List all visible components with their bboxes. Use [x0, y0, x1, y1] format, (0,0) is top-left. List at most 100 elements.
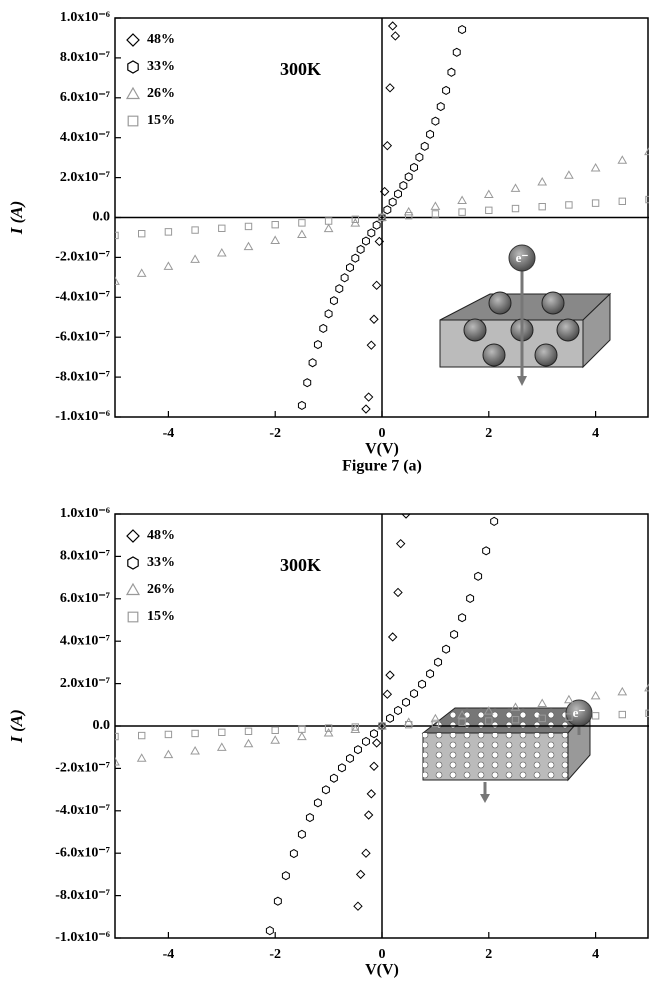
- data-point: [245, 728, 251, 734]
- x-tick-label: 4: [592, 426, 599, 441]
- data-point: [443, 645, 450, 653]
- data-point: [459, 209, 465, 215]
- data-point: [363, 737, 370, 745]
- annotation: 300K: [280, 555, 321, 575]
- y-tick-label: 0.0: [93, 718, 111, 733]
- data-point: [245, 740, 253, 747]
- data-point: [191, 255, 199, 262]
- data-point: [451, 630, 458, 638]
- data-point: [475, 572, 482, 580]
- data-point: [437, 103, 444, 111]
- data-point: [448, 68, 455, 76]
- data-point: [191, 747, 199, 754]
- data-point: [299, 726, 305, 732]
- data-point: [192, 227, 198, 233]
- data-point: [405, 173, 412, 181]
- data-point: [352, 254, 359, 262]
- legend-marker: [127, 530, 139, 542]
- data-point: [427, 130, 434, 138]
- y-tick-label: -2.0x10⁻⁷: [55, 761, 110, 776]
- y-tick-label: 2.0x10⁻⁷: [60, 676, 110, 691]
- data-point: [365, 811, 373, 819]
- data-point: [365, 393, 373, 401]
- x-tick-label: -4: [163, 947, 175, 962]
- data-point: [245, 223, 251, 229]
- data-point: [272, 727, 278, 733]
- data-point: [485, 191, 493, 198]
- data-point: [491, 517, 498, 525]
- data-point: [486, 207, 492, 213]
- data-point: [164, 751, 172, 758]
- legend-marker: [127, 34, 139, 46]
- data-point: [367, 790, 375, 798]
- data-point: [592, 164, 600, 171]
- data-point: [389, 22, 397, 30]
- data-point: [421, 142, 428, 150]
- data-point: [306, 814, 313, 822]
- data-point: [330, 297, 337, 305]
- x-tick-label: 0: [379, 426, 386, 441]
- data-point: [325, 218, 331, 224]
- data-point: [592, 692, 600, 699]
- data-point: [274, 897, 281, 905]
- data-point: [618, 156, 626, 163]
- data-point: [432, 211, 438, 217]
- legend-marker: [128, 61, 138, 73]
- data-point: [362, 849, 370, 857]
- data-point: [371, 730, 378, 738]
- data-point: [432, 117, 439, 125]
- data-point: [341, 274, 348, 282]
- data-point: [386, 84, 394, 92]
- x-tick-label: 4: [592, 947, 599, 962]
- data-point: [592, 200, 598, 206]
- data-point: [443, 86, 450, 94]
- data-point: [538, 700, 546, 707]
- data-point: [538, 178, 546, 185]
- legend-marker: [128, 612, 138, 622]
- data-point: [218, 249, 226, 256]
- data-point: [139, 732, 145, 738]
- legend-label: 48%: [147, 32, 175, 47]
- data-point: [325, 225, 333, 232]
- data-point: [459, 26, 466, 34]
- data-point: [271, 736, 279, 743]
- legend-label: 48%: [147, 528, 175, 543]
- data-point: [272, 221, 278, 227]
- y-tick-label: 4.0x10⁻⁷: [60, 130, 110, 145]
- data-point: [363, 237, 370, 245]
- y-tick-label: 1.0x10⁻⁶: [60, 506, 110, 521]
- data-point: [618, 688, 626, 695]
- data-point: [290, 850, 297, 858]
- y-tick-label: -1.0x10⁻⁶: [55, 409, 110, 424]
- data-point: [458, 197, 466, 204]
- data-point: [383, 690, 391, 698]
- y-tick-label: 2.0x10⁻⁷: [60, 170, 110, 185]
- inset-a: [440, 245, 610, 386]
- data-point: [322, 786, 329, 794]
- data-point: [330, 774, 337, 782]
- y-tick-label: -4.0x10⁻⁷: [55, 290, 110, 305]
- data-point: [314, 799, 321, 807]
- y-tick-label: -8.0x10⁻⁷: [55, 369, 110, 384]
- data-point: [138, 754, 146, 761]
- data-point: [565, 171, 573, 178]
- data-point: [373, 739, 381, 747]
- data-point: [218, 743, 226, 750]
- legend-label: 15%: [147, 113, 175, 128]
- legend-label: 33%: [147, 555, 175, 570]
- data-point: [309, 359, 316, 367]
- data-point: [394, 588, 402, 596]
- data-point: [400, 182, 407, 190]
- data-point: [389, 198, 396, 206]
- legend-marker: [127, 584, 139, 595]
- data-point: [271, 236, 279, 243]
- data-point: [383, 142, 391, 150]
- y-tick-label: 8.0x10⁻⁷: [60, 50, 110, 65]
- data-point: [373, 221, 380, 229]
- data-point: [362, 405, 370, 413]
- y-tick-label: -1.0x10⁻⁶: [55, 930, 110, 945]
- data-point: [138, 269, 146, 276]
- data-point: [592, 713, 598, 719]
- data-point: [539, 204, 545, 210]
- data-point: [298, 733, 306, 740]
